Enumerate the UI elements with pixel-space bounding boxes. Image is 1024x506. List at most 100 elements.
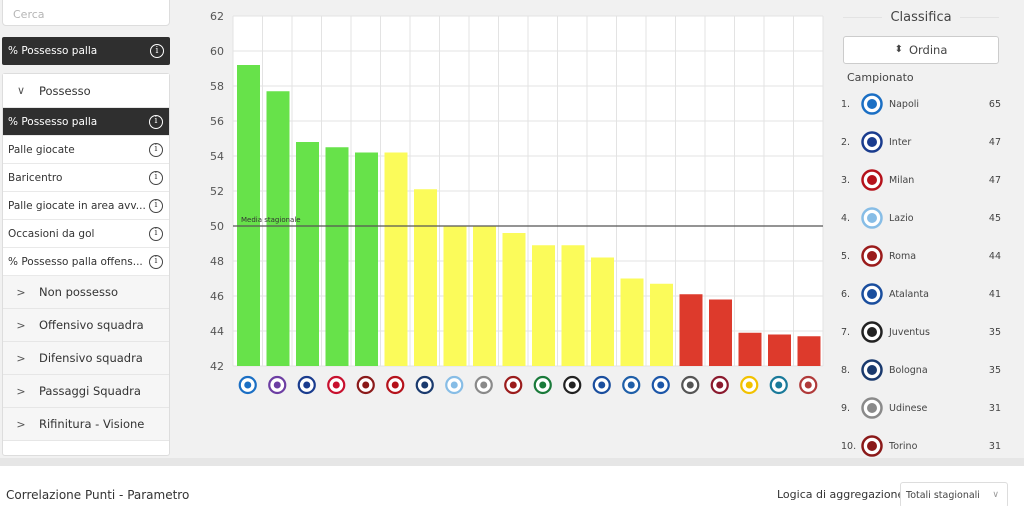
info-icon[interactable]: i <box>149 142 163 157</box>
team-name: Udinese <box>889 402 928 414</box>
group-non-possesso[interactable]: > Non possesso <box>3 276 169 309</box>
team-logo-core <box>421 381 429 389</box>
team-logo-icon <box>861 435 883 457</box>
rank-position: 8. <box>841 364 851 376</box>
metric-possesso-palla[interactable]: % Possesso palla i <box>3 108 169 136</box>
ranking-list: 1. Napoli 65 2. Inter 47 3. Milan 47 4. Lazio 45 5. R… <box>841 85 1001 465</box>
aggregation-label: Logica di aggregazione: <box>777 488 909 501</box>
info-icon[interactable]: i <box>149 170 163 185</box>
search-input[interactable] <box>3 0 169 25</box>
metric-palle-giocate-area[interactable]: Palle giocate in area avv... i <box>3 192 169 220</box>
metric-occasioni-da-gol[interactable]: Occasioni da gol i <box>3 220 169 248</box>
bar-milan[interactable] <box>384 152 408 367</box>
bar-monza[interactable] <box>325 147 349 366</box>
team-logo-core <box>480 381 488 389</box>
team-points: 45 <box>988 212 1001 224</box>
ranking-row[interactable]: 4. Lazio 45 <box>841 199 1001 237</box>
chevron-right-icon: > <box>16 318 26 332</box>
bar-cremonese[interactable] <box>797 336 821 366</box>
selected-metric-dropdown[interactable]: % Possesso palla i <box>2 37 170 65</box>
bar-lazio[interactable] <box>443 226 467 366</box>
team-points: 65 <box>988 98 1001 110</box>
bar-lecce[interactable] <box>768 334 791 367</box>
chevron-right-icon: > <box>16 285 26 299</box>
chevron-right-icon: > <box>16 417 26 431</box>
bar-torino[interactable] <box>355 152 378 367</box>
aggregation-value: Totali stagionali <box>906 489 980 501</box>
info-icon[interactable]: i <box>149 198 163 213</box>
info-icon[interactable]: i <box>149 114 163 129</box>
ranking-row[interactable]: 6. Atalanta 41 <box>841 275 1001 313</box>
team-name: Juventus <box>889 326 931 338</box>
sort-button[interactable]: ⬍ Ordina <box>843 36 999 64</box>
y-tick-label: 46 <box>210 290 224 303</box>
team-logo-core <box>303 381 311 389</box>
metric-label: Palle giocate <box>8 143 75 156</box>
group-difensivo-squadra[interactable]: > Difensivo squadra <box>3 342 169 375</box>
team-logo-core <box>391 381 399 389</box>
team-name: Lazio <box>889 212 914 224</box>
search-box[interactable] <box>2 0 170 26</box>
metric-palle-giocate[interactable]: Palle giocate i <box>3 136 169 164</box>
ranking-row[interactable]: 10. Torino 31 <box>841 427 1001 465</box>
bar-roma[interactable] <box>502 233 526 366</box>
bar-fiorentina[interactable] <box>266 91 290 366</box>
bar-sassuolo[interactable] <box>532 245 555 366</box>
sort-label: Ordina <box>908 43 948 57</box>
bar-chart-svg: 42 44 46 48 50 52 54 56 58 60 62 Media stagionale <box>210 10 824 395</box>
metric-baricentro[interactable]: Baricentro i <box>3 164 169 192</box>
ranking-row[interactable]: 7. Juventus 35 <box>841 313 1001 351</box>
sort-icon: ⬍ <box>894 44 903 55</box>
team-name: Napoli <box>889 98 920 110</box>
team-logo-core <box>804 381 812 389</box>
bar-napoli[interactable] <box>237 65 260 366</box>
team-name: Inter <box>889 136 912 148</box>
group-label: Rifinitura - Visione <box>39 417 145 431</box>
chevron-down-icon: ∨ <box>992 490 999 500</box>
group-offensivo-squadra[interactable]: > Offensivo squadra <box>3 309 169 342</box>
ranking-row[interactable]: 3. Milan 47 <box>841 161 1001 199</box>
team-logo-core <box>509 381 517 389</box>
y-tick-label: 58 <box>210 80 224 93</box>
info-icon[interactable]: i <box>149 226 163 241</box>
info-icon[interactable]: i <box>150 44 164 58</box>
team-logo-core <box>568 381 576 389</box>
metric-label: % Possesso palla <box>8 115 98 128</box>
metric-label: Occasioni da gol <box>8 227 95 240</box>
rank-position: 6. <box>841 288 851 300</box>
ranking-row[interactable]: 8. Bologna 35 <box>841 351 1001 389</box>
group-possesso[interactable]: ∨ Possesso <box>3 74 169 108</box>
bar-spezia[interactable] <box>679 294 703 366</box>
group-label: Passaggi Squadra <box>39 384 141 398</box>
group-rifinitura-visione[interactable]: > Rifinitura - Visione <box>3 408 169 441</box>
y-tick-label: 52 <box>210 185 224 198</box>
ranking-row[interactable]: 9. Udinese 31 <box>841 389 1001 427</box>
ranking-row[interactable]: 5. Roma 44 <box>841 237 1001 275</box>
bar-inter[interactable] <box>296 142 319 366</box>
y-tick-label: 54 <box>210 150 224 163</box>
bar-bologna[interactable] <box>414 189 437 366</box>
ranking-row[interactable]: 2. Inter 47 <box>841 123 1001 161</box>
y-tick-label: 60 <box>210 45 224 58</box>
rank-position: 5. <box>841 250 851 262</box>
team-logo-core <box>716 381 724 389</box>
bar-atalanta[interactable] <box>591 257 614 367</box>
team-points: 47 <box>988 136 1001 148</box>
info-icon[interactable]: i <box>149 254 163 269</box>
ranking-row[interactable]: 1. Napoli 65 <box>841 85 1001 123</box>
team-logo-core <box>332 381 340 389</box>
bar-juventus[interactable] <box>561 245 585 366</box>
bar-empoli[interactable] <box>620 278 644 367</box>
aggregation-select[interactable]: Totali stagionali ∨ <box>900 482 1008 506</box>
rank-position: 3. <box>841 174 851 186</box>
rank-position: 1. <box>841 98 851 110</box>
group-passaggi-squadra[interactable]: > Passaggi Squadra <box>3 375 169 408</box>
metric-label: Palle giocate in area avv... <box>8 199 146 212</box>
bar-udinese[interactable] <box>473 226 496 366</box>
y-tick-label: 44 <box>210 325 224 338</box>
team-logo-icon <box>861 169 883 191</box>
bar-salernitana[interactable] <box>709 299 732 367</box>
metric-possesso-offensivo[interactable]: % Possesso palla offens... i <box>3 248 169 276</box>
bar-sampdoria[interactable] <box>650 283 673 366</box>
bar-verona[interactable] <box>738 332 762 366</box>
